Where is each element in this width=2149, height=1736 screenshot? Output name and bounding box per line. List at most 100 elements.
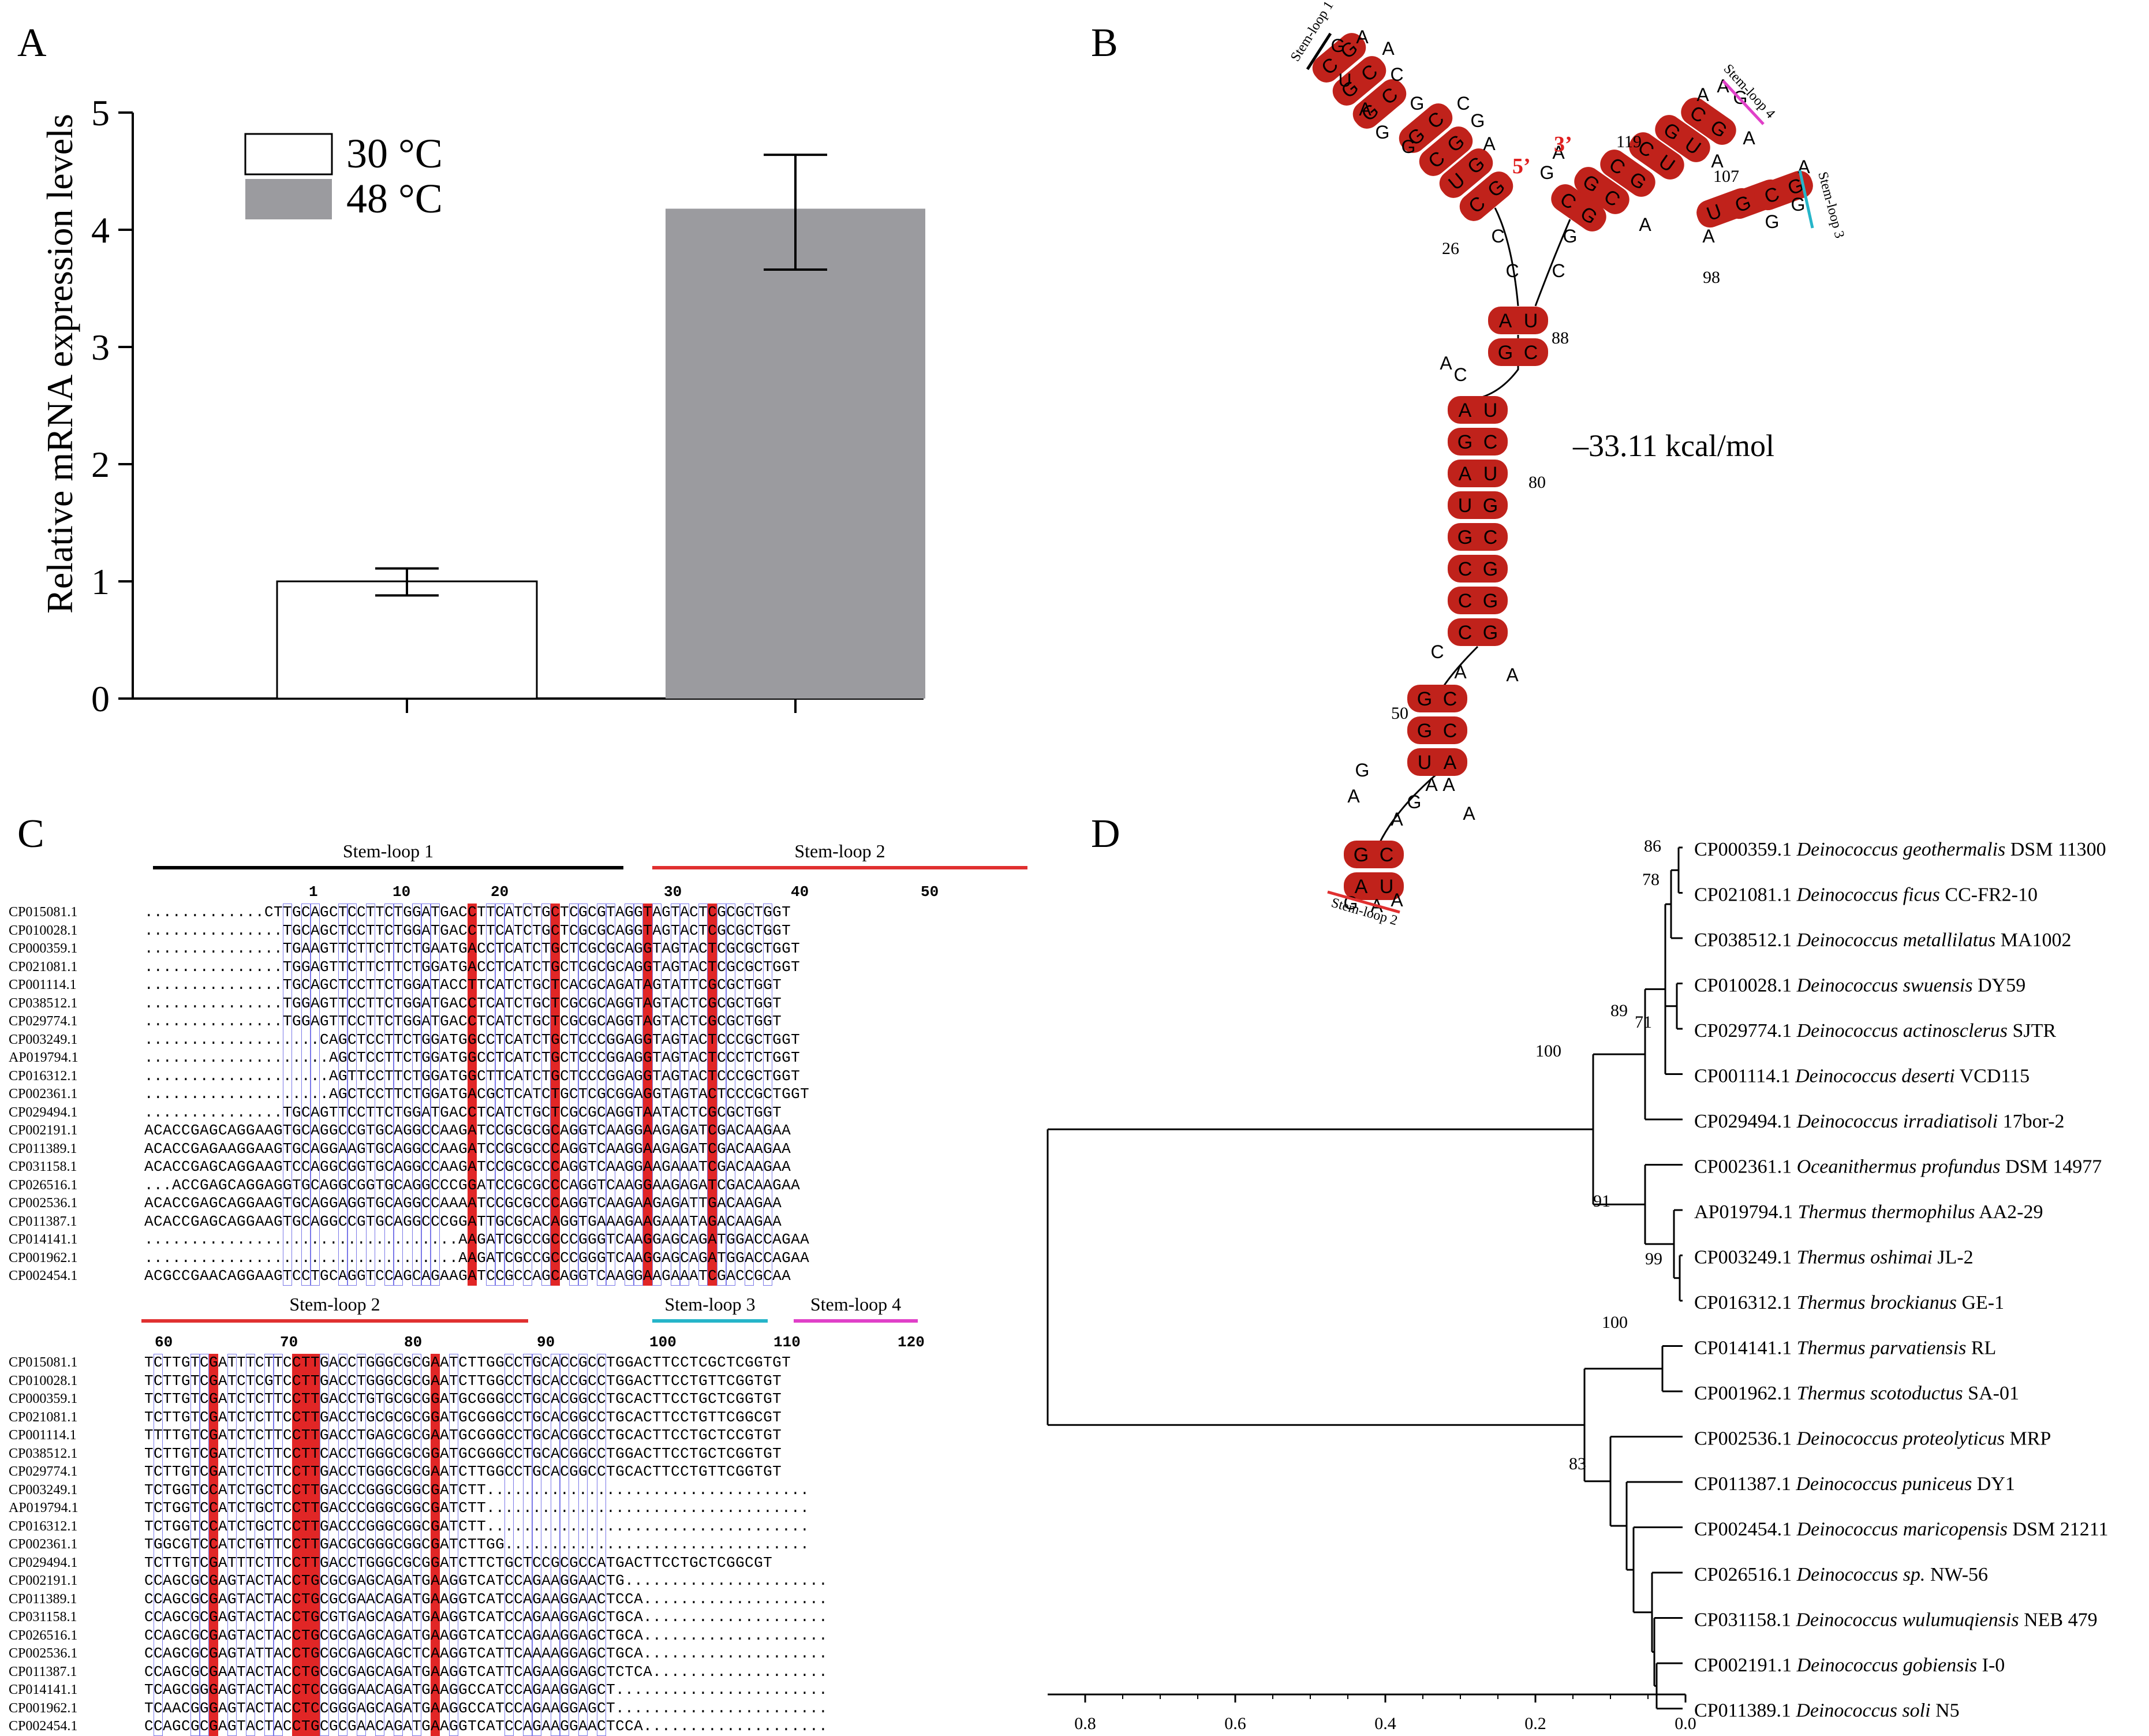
block2-row-id: CP002536.1 (9, 1646, 78, 1661)
tree-leaf-labels: CP000359.1 Deinococcus geothermalis DSM … (1694, 839, 2108, 1722)
block2-similar-column (412, 1354, 421, 1736)
pair-shape-18 (1399, 103, 1453, 153)
leaf-accession: CP010028.1 (1694, 975, 1797, 996)
base-pair-16: UG (1439, 148, 1493, 198)
block1-similar-column (569, 904, 578, 1286)
pair-base-left-6: G (1457, 527, 1472, 548)
alignment-1-header-stem2: Stem-loop 2 (652, 841, 1027, 869)
block2-row-seq: CCAGCGCGAGTATTACCTGCGCGAGCAGCTCAAGGTCATT… (144, 1645, 828, 1662)
y-tick-label-1: 1 (91, 561, 110, 602)
loop-base-18: A (1696, 84, 1709, 105)
leaf-species: geothermalis (1903, 839, 2006, 860)
leaf-label-12: CP001962.1 Thermus scotoductus SA-01 (1694, 1383, 2019, 1404)
leaf-strain: NW-56 (1930, 1564, 1988, 1585)
leaf-strain: DSM 14977 (2005, 1156, 2102, 1178)
block1-similar-column (726, 904, 735, 1286)
stem-loop-2-bar (1327, 890, 1400, 914)
block2-similar-column (504, 1354, 514, 1736)
leaf-species: parvatiensis (1869, 1338, 1966, 1359)
leaf-gap (1925, 1564, 1930, 1585)
leaf-strain: SJTR (2013, 1020, 2057, 1041)
block1-row-id: CP029494.1 (9, 1104, 78, 1120)
block2-similar-column (375, 1354, 384, 1736)
block2-row-seq: TCTGGTCCATCTGCTCCTTGACCCGGGCGGCGATCTT...… (144, 1517, 810, 1535)
block1-similar-column (717, 904, 726, 1286)
alignment-1-header-stem1: Stem-loop 1 (153, 841, 623, 869)
block1-row-seq: ...............TGCAGTTCCTTCTGGATGACCTCAT… (144, 1103, 782, 1121)
stem-loop-4-label: Stem-loop 4 (1721, 61, 1778, 121)
block2-similar-column (532, 1354, 541, 1736)
block1-ruler-40: 40 (791, 883, 809, 901)
pair-base-left-11: G (1417, 720, 1432, 742)
block1-similar-column (366, 904, 375, 1286)
block1-row-seq: ACACCGAGCAGGAAGTGCAGGCCGTGCAGGCCAAGATCCG… (144, 1122, 791, 1139)
leaf-accession: CP029494.1 (1694, 1111, 1797, 1132)
leaf-gap (1998, 1111, 2003, 1132)
block1-similar-column (763, 904, 772, 1286)
block2-ruler-80: 80 (404, 1334, 423, 1351)
block2-conserved-column (301, 1354, 311, 1736)
pair-base-right-8: G (1483, 590, 1498, 612)
block1-similar-column (301, 904, 311, 1286)
pair-base-right-15: G (1483, 176, 1509, 202)
block1-ruler-30: 30 (664, 883, 682, 901)
loop-base-27: A (1639, 214, 1651, 235)
leaf-label-3: CP010028.1 Deinococcus swuensis DY59 (1694, 975, 2025, 996)
block2-row-seq: CCAGCGCGAGTACTACCTGCGTGAGCAGATGAAGGTCATC… (144, 1608, 828, 1626)
leaf-label-2: CP038512.1 Deinococcus metallilatus MA10… (1694, 929, 2072, 951)
leaf-label-7: CP002361.1 Oceanithermus profundus DSM 1… (1694, 1156, 2102, 1178)
block2-row-id: CP001114.1 (9, 1428, 77, 1443)
leaf-species: puniceus (1901, 1473, 1972, 1495)
pair-shape-5 (1448, 491, 1508, 519)
block2-row-id: CP002361.1 (9, 1537, 78, 1552)
loop-base-13: C (1505, 260, 1519, 281)
pair-base-left-3: G (1457, 431, 1472, 453)
pair-shape-9 (1448, 618, 1508, 646)
block1-similar-column (311, 904, 320, 1286)
block1-row-id: CP016312.1 (9, 1068, 78, 1084)
block2-row-seq: TGGCGTCCATCTGTTCCTTGACGCGGGCGGCGATCTTGG.… (144, 1536, 810, 1553)
leaf-species: brockianus (1870, 1292, 1957, 1313)
y-tick-label-4: 4 (91, 210, 110, 251)
leaf-species: profundus (1920, 1156, 2001, 1178)
leaf-strain: SA-01 (1968, 1383, 2019, 1404)
loop-base-21: A (1743, 128, 1755, 148)
base-pair-20: GC (1332, 56, 1386, 106)
block2-row-seq: TCTTGTCGATCTCGTCCTTGACCTGGGCGCGAATCTTGGC… (144, 1372, 782, 1390)
base-pair-22: CG (1551, 184, 1606, 232)
loop-base-11: A (1483, 133, 1496, 154)
loop-base-31: A (1454, 662, 1467, 682)
block1-row-seq: ...............TGGAGTTCTTCTTCTGGATGACCTC… (144, 958, 801, 976)
leaf-gap (1995, 929, 2001, 951)
leaf-strain: CC-FR2-10 (1945, 884, 2038, 906)
rna-base-pairs: A UG CA UG CA UU GG CC GC GC GG CG CU AG CA UCGUGCGGCGC… (1312, 33, 1813, 900)
pos-label-50: 50 (1391, 704, 1408, 723)
base-pair-27: CG (1681, 98, 1736, 145)
bootstrap-7: 100 (1602, 1313, 1628, 1332)
block1-ruler-10: 10 (393, 883, 411, 901)
chart-a-legend: 30 °C 48 °C (244, 130, 443, 222)
loop-base-15: G (1563, 226, 1578, 247)
leaf-accession: CP011387.1 (1694, 1473, 1796, 1495)
block2-row-seq: CCAGCGCGAGTACTACCTGCGCGAACAGATGAAGGTCATC… (144, 1718, 828, 1735)
block1-conserved-column (468, 904, 477, 1286)
pair-shape-13 (1344, 841, 1404, 868)
pair-shape-30 (1754, 170, 1813, 211)
block1-similar-column (412, 904, 421, 1286)
pair-base-right-5: G (1483, 495, 1498, 517)
block1-row-seq: ..................................AAGATC… (144, 1231, 810, 1248)
leaf-gap (1957, 1292, 1962, 1313)
block1-row-seq: ...............TGAAGTTCTTCTTCTGAATGACCTC… (144, 940, 801, 957)
block1-similar-column (523, 904, 532, 1286)
block1-row-seq: ...............TGGAGTTCCTTCTGGATGACCTCAT… (144, 1013, 782, 1030)
leaf-accession: CP031158.1 (1694, 1610, 1796, 1631)
block1-row-id: CP002536.1 (9, 1196, 78, 1211)
leaf-accession: CP026516.1 (1694, 1564, 1797, 1585)
leaf-genus: Deinococcus (1796, 839, 1903, 860)
pair-base-right-27: G (1706, 115, 1731, 142)
